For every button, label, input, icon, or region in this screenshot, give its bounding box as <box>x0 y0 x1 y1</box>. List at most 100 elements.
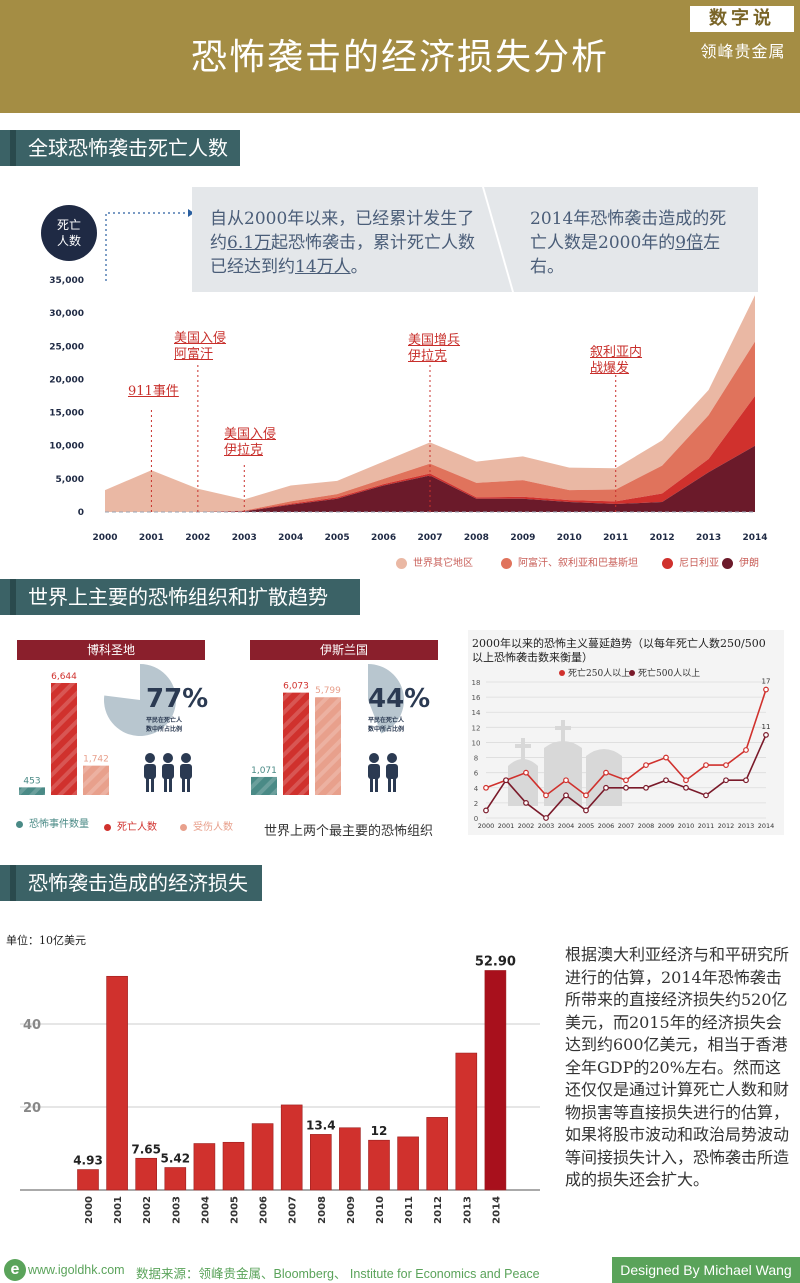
org-bar-label: 453 <box>23 776 40 786</box>
y-tick-label: 30,000 <box>49 309 84 319</box>
line-end-label: 17 <box>762 678 771 686</box>
econ-bar <box>251 1123 274 1191</box>
org-legend-dot-deaths <box>104 824 111 831</box>
callout-left-text-3: 。 <box>350 257 368 277</box>
x-tick-label: 2014 <box>742 533 767 543</box>
legend-dot-afghanistan <box>501 558 512 569</box>
econ-bar-label: 12 <box>371 1124 388 1138</box>
line-x-tick: 2002 <box>518 822 535 830</box>
line-point <box>703 762 709 769</box>
x-tick-label: 2007 <box>417 533 442 543</box>
event-label-syria: 叙利亚内 战爆发 <box>590 345 642 377</box>
line-x-tick: 2005 <box>578 822 595 830</box>
person-icon <box>387 753 397 763</box>
person-icon <box>146 778 149 792</box>
x-tick-label: 2011 <box>603 533 628 543</box>
line-y-tick: 2 <box>474 800 478 808</box>
line-point <box>623 784 629 791</box>
econ-bar-label: 5.42 <box>160 1152 190 1166</box>
org-legend-dot-incidents <box>16 821 23 828</box>
y-tick-label: 25,000 <box>49 342 84 352</box>
badge-connector <box>105 209 194 281</box>
y-tick-label: 10,000 <box>49 442 84 452</box>
line-point <box>663 777 669 784</box>
person-icon <box>187 778 190 792</box>
line-y-tick: 10 <box>472 739 481 747</box>
org-bar-label: 1,742 <box>83 755 109 765</box>
econ-x-tick: 2008 <box>317 1196 328 1224</box>
econ-x-tick: 2009 <box>346 1196 357 1224</box>
callout-right-text-2: 左右。 <box>530 233 721 277</box>
callout-left-text-1: 自从2000年以来，已经累计发生了约 <box>210 209 475 253</box>
organization-bar-charts: 453 6,644 1,742 1,071 6,073 5,799 <box>19 664 404 795</box>
line-x-tick: 2006 <box>598 822 615 830</box>
tombstone-icon <box>544 741 582 806</box>
line-y-tick: 4 <box>474 785 479 793</box>
civilian-pie <box>104 664 176 736</box>
line-point <box>563 777 569 784</box>
econ-bar <box>135 1157 157 1191</box>
person-icon <box>393 778 396 792</box>
event-label-iraq-invasion: 美国入侵 伊拉克 <box>224 427 276 459</box>
footer-designer: Designed By Michael Wang <box>612 1257 800 1283</box>
line-x-tick: 2000 <box>478 822 495 830</box>
person-icon <box>386 764 398 779</box>
callout-left: 自从2000年以来，已经累计发生了约6.1万起恐怖袭击，累计死亡人数已经达到约1… <box>210 207 482 279</box>
line-point <box>603 769 609 776</box>
footer-url[interactable]: www.igoldhk.com <box>28 1263 125 1277</box>
line-point <box>743 747 749 753</box>
econ-bar <box>368 1139 390 1191</box>
event-label-afghanistan: 美国入侵 阿富汗 <box>174 331 226 363</box>
org-bar <box>51 683 77 795</box>
org-caption: 世界上两个最主要的恐怖组织 <box>264 824 434 839</box>
line-title-1: 2000年以来的恐怖主义蔓延趋势（以每年死亡人数250/500 <box>472 637 766 650</box>
legend-dot-iran <box>722 558 733 569</box>
isis-civilian-text: 平民在死亡人 数中所占比例 <box>368 716 404 734</box>
econ-x-tick: 2005 <box>230 1196 241 1224</box>
tombstone-icon <box>508 759 538 806</box>
x-tick-label: 2003 <box>232 533 257 543</box>
line-point <box>543 815 549 821</box>
org-bar <box>315 697 341 795</box>
econ-bar-label: 52.90 <box>475 954 516 969</box>
person-icon <box>169 778 172 792</box>
economic-loss-bar-chart: 20 40 4.93 2000 2001 7.65 2002 5.42 2003 2004 2005… <box>20 954 540 1224</box>
callout-left-highlight-2: 14万人 <box>295 257 351 277</box>
boko-pct-text-2: 数中所占比例 <box>146 726 183 733</box>
event-afghanistan-line2: 阿富汗 <box>174 347 214 362</box>
boko-pct-text-1: 平民在死亡人 <box>146 717 183 724</box>
person-icon <box>388 778 391 792</box>
person-icon <box>375 778 378 792</box>
section-title-organizations: 世界上主要的恐怖组织和扩散趋势 <box>0 579 360 615</box>
deaths-area-chart: 0 5,000 10,000 15,000 20,000 25,000 30,000 35,0… <box>49 276 767 543</box>
legend-label-iran: 伊朗 <box>739 558 759 569</box>
line-point <box>763 731 769 738</box>
econ-bar <box>222 1141 245 1191</box>
line-y-tick: 8 <box>474 755 478 763</box>
isis-pct-text-2: 数中所占比例 <box>368 726 405 733</box>
callout-left-highlight-1: 6.1万 <box>227 233 272 253</box>
x-tick-label: 2005 <box>325 533 350 543</box>
econ-bar-label: 7.65 <box>131 1142 161 1156</box>
y-tick-label: 35,000 <box>49 276 84 286</box>
footer-logo: e <box>4 1259 26 1281</box>
line-point <box>483 807 489 814</box>
event-surge-line1: 美国增兵 <box>408 333 461 348</box>
tombstone-cross <box>561 720 565 742</box>
econ-y-tick: 20 <box>23 1101 41 1116</box>
line-x-tick: 2013 <box>738 822 755 830</box>
econ-bar <box>309 1134 332 1191</box>
econ-bar <box>455 1052 478 1191</box>
footer-source-text: 数据来源：领峰贵金属、Bloomberg、 Institute for Econ… <box>136 1267 540 1281</box>
org-legend-label-deaths: 死亡人数 <box>117 822 157 833</box>
econ-bar <box>77 1169 99 1191</box>
x-tick-label: 2010 <box>557 533 582 543</box>
person-icon <box>181 753 191 763</box>
econ-x-tick: 2004 <box>200 1196 211 1224</box>
econ-x-tick: 2014 <box>491 1196 502 1224</box>
econ-bar <box>193 1143 216 1191</box>
section-title-economic: 恐怖袭击造成的经济损失 <box>0 865 262 901</box>
line-point <box>583 792 589 799</box>
callout-left-text-2: 起恐怖袭击，累计死亡人数已经达到约 <box>210 233 476 277</box>
